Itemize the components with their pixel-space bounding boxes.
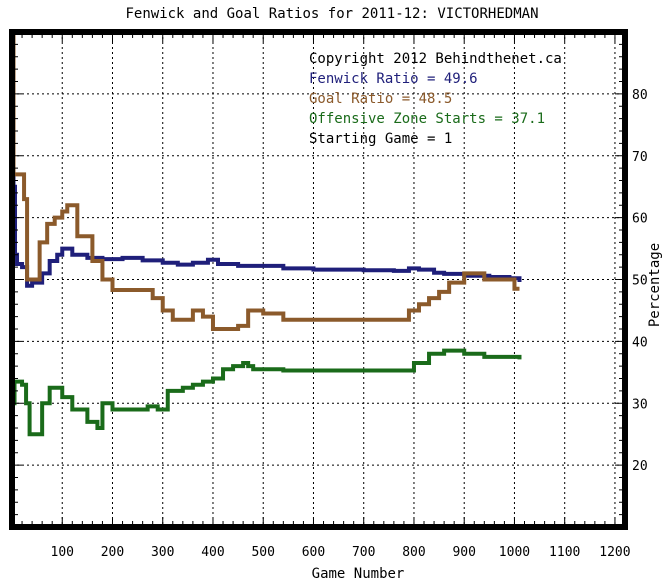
annotation-line: Goal Ratio = 48.5: [309, 91, 452, 107]
series-line-fenwick-ratio: [11, 30, 522, 288]
x-tick-label: 700: [352, 545, 375, 560]
grid: [12, 32, 625, 527]
y-tick-label: 40: [632, 335, 648, 350]
y-axis: 20 30 40 50 60 70 80: [12, 43, 648, 516]
x-tick-label: 600: [302, 545, 325, 560]
series-line-offensive-zone-starts: [12, 348, 522, 437]
y-tick-label: 20: [632, 459, 648, 474]
x-tick-label: 500: [251, 545, 274, 560]
x-axis: 100 200 300 400 500 600 700 800 900 1000 1100 1200: [21, 32, 631, 560]
y-axis-label: Percentage: [647, 243, 663, 327]
x-tick-label: 1000: [499, 545, 530, 560]
y-tick-label: 80: [632, 88, 648, 103]
x-tick-label: 1200: [599, 545, 630, 560]
y-tick-label: 50: [632, 274, 648, 289]
series-layer: [11, 30, 522, 437]
x-tick-label: 1100: [549, 545, 580, 560]
x-tick-label: 200: [101, 545, 124, 560]
y-tick-label: 60: [632, 212, 648, 227]
x-tick-label: 900: [452, 545, 475, 560]
annotation-line: Starting Game = 1: [309, 131, 452, 147]
y-tick-label: 30: [632, 397, 648, 412]
x-tick-label: 800: [402, 545, 425, 560]
x-axis-label: Game Number: [312, 566, 405, 580]
annotation-line: Fenwick Ratio = 49.6: [309, 71, 478, 87]
x-tick-label: 100: [51, 545, 74, 560]
y-tick-label: 70: [632, 150, 648, 165]
annotation-line: Offensive Zone Starts = 37.1: [309, 111, 545, 127]
series-line-goal-ratio: [11, 30, 520, 331]
x-tick-label: 400: [201, 545, 224, 560]
legend-annotations: Copyright 2012 Behindthenet.ca Fenwick Ra…: [309, 51, 562, 147]
chart-title: Fenwick and Goal Ratios for 2011-12: VIC…: [125, 6, 538, 22]
annotation-line: Copyright 2012 Behindthenet.ca: [309, 51, 562, 67]
x-tick-label: 300: [151, 545, 174, 560]
